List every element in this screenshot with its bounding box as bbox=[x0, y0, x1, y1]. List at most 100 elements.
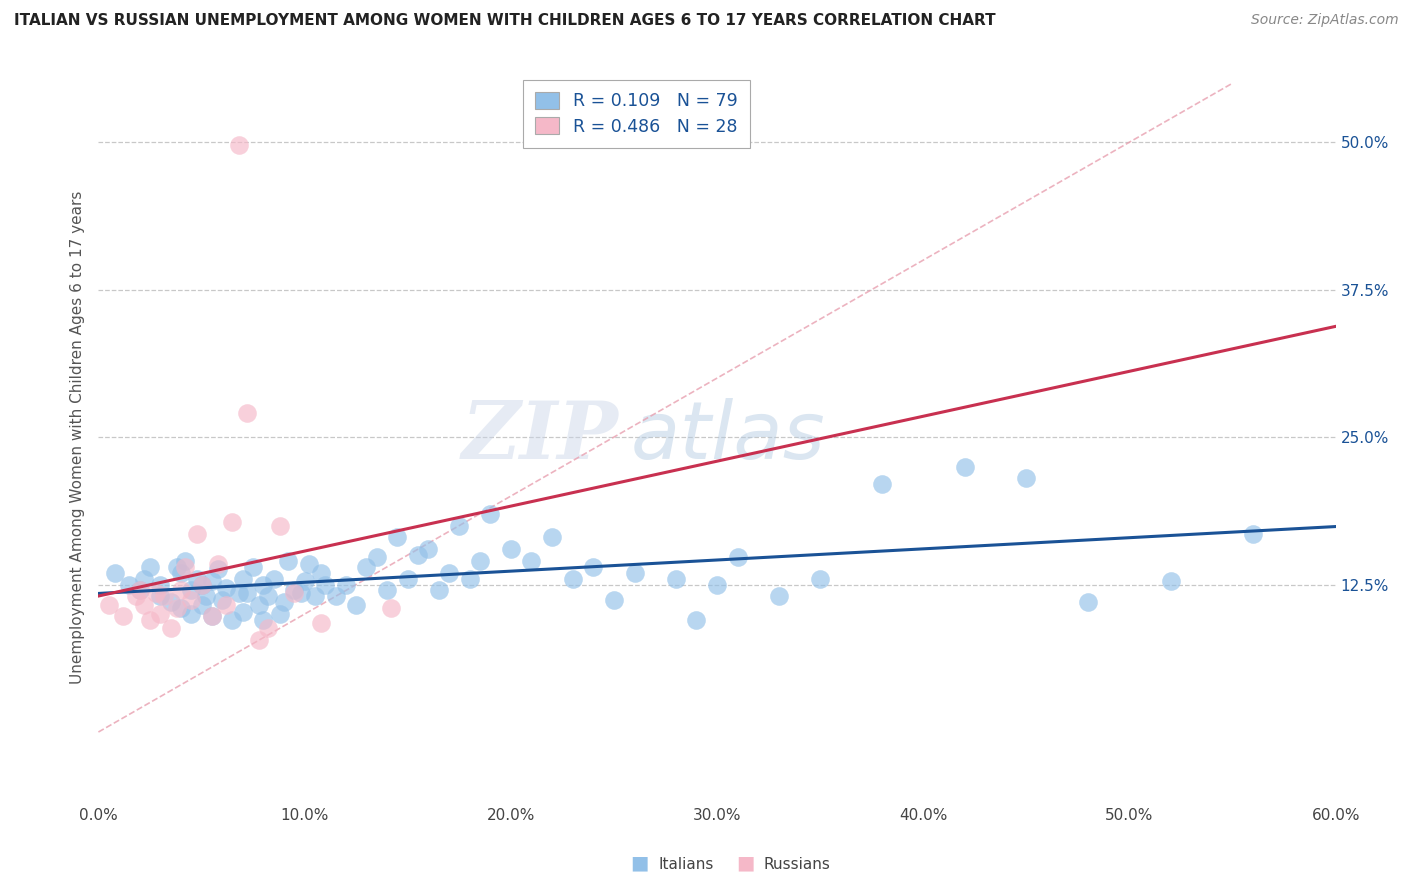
Point bbox=[309, 566, 332, 580]
Point bbox=[437, 566, 460, 580]
Point bbox=[236, 407, 259, 421]
Point bbox=[170, 601, 193, 615]
Point bbox=[380, 601, 402, 615]
Point bbox=[298, 558, 321, 572]
Point bbox=[290, 586, 312, 600]
Point bbox=[186, 526, 208, 541]
Point bbox=[139, 613, 162, 627]
Point bbox=[159, 595, 181, 609]
Point bbox=[104, 566, 127, 580]
Point bbox=[344, 598, 367, 612]
Point bbox=[479, 507, 502, 521]
Point bbox=[247, 598, 270, 612]
Point bbox=[221, 613, 243, 627]
Point bbox=[263, 572, 285, 586]
Point bbox=[194, 590, 217, 604]
Text: ZIP: ZIP bbox=[461, 399, 619, 475]
Point bbox=[170, 566, 193, 580]
Point bbox=[269, 607, 291, 621]
Point bbox=[180, 583, 202, 598]
Point bbox=[190, 577, 212, 591]
Point bbox=[174, 554, 197, 568]
Point bbox=[228, 137, 250, 152]
Point bbox=[211, 593, 233, 607]
Point bbox=[449, 518, 471, 533]
Point bbox=[396, 572, 419, 586]
Point bbox=[166, 601, 188, 615]
Point bbox=[149, 607, 172, 621]
Point bbox=[706, 577, 728, 591]
Point bbox=[215, 581, 238, 595]
Point bbox=[139, 559, 162, 574]
Point bbox=[356, 559, 378, 574]
Point bbox=[561, 572, 583, 586]
Point bbox=[247, 632, 270, 647]
Text: atlas: atlas bbox=[630, 398, 825, 476]
Point bbox=[406, 548, 429, 562]
Point bbox=[228, 586, 250, 600]
Point bbox=[768, 590, 790, 604]
Point bbox=[304, 590, 326, 604]
Point bbox=[201, 574, 224, 588]
Text: Russians: Russians bbox=[763, 857, 831, 872]
Point bbox=[277, 554, 299, 568]
Point bbox=[149, 590, 172, 604]
Point bbox=[159, 621, 181, 635]
Point bbox=[132, 572, 155, 586]
Text: ITALIAN VS RUSSIAN UNEMPLOYMENT AMONG WOMEN WITH CHILDREN AGES 6 TO 17 YEARS COR: ITALIAN VS RUSSIAN UNEMPLOYMENT AMONG WO… bbox=[14, 13, 995, 29]
Legend: R = 0.109   N = 79, R = 0.486   N = 28: R = 0.109 N = 79, R = 0.486 N = 28 bbox=[523, 80, 751, 148]
Point bbox=[283, 586, 305, 600]
Point bbox=[232, 605, 254, 619]
Point bbox=[232, 572, 254, 586]
Point bbox=[221, 515, 243, 529]
Point bbox=[314, 577, 336, 591]
Point bbox=[215, 598, 238, 612]
Point bbox=[541, 530, 564, 544]
Y-axis label: Unemployment Among Women with Children Ages 6 to 17 years: Unemployment Among Women with Children A… bbox=[69, 190, 84, 684]
Point bbox=[1241, 526, 1264, 541]
Point bbox=[520, 554, 543, 568]
Point bbox=[685, 613, 707, 627]
Point bbox=[124, 590, 146, 604]
Point bbox=[1160, 574, 1182, 588]
Point bbox=[201, 609, 224, 624]
Text: Source: ZipAtlas.com: Source: ZipAtlas.com bbox=[1251, 13, 1399, 28]
Point bbox=[418, 542, 440, 557]
Point bbox=[870, 477, 893, 491]
Text: ■: ■ bbox=[735, 854, 755, 872]
Point bbox=[190, 577, 212, 591]
Point bbox=[458, 572, 481, 586]
Point bbox=[603, 593, 626, 607]
Point bbox=[283, 583, 305, 598]
Point bbox=[623, 566, 645, 580]
Point bbox=[190, 598, 212, 612]
Point bbox=[582, 559, 605, 574]
Point bbox=[153, 590, 176, 604]
Point bbox=[1077, 595, 1099, 609]
Point bbox=[180, 607, 202, 621]
Point bbox=[665, 572, 688, 586]
Point bbox=[468, 554, 491, 568]
Point bbox=[1015, 471, 1038, 485]
Point bbox=[166, 559, 188, 574]
Point bbox=[727, 550, 749, 565]
Point bbox=[242, 559, 264, 574]
Point bbox=[252, 613, 274, 627]
Text: Italians: Italians bbox=[658, 857, 713, 872]
Point bbox=[118, 577, 141, 591]
Point bbox=[808, 572, 831, 586]
Point bbox=[366, 550, 388, 565]
Point bbox=[174, 559, 197, 574]
Point bbox=[112, 609, 135, 624]
Point bbox=[236, 586, 259, 600]
Point bbox=[256, 621, 278, 635]
Point bbox=[97, 598, 120, 612]
Point bbox=[128, 583, 150, 598]
Point bbox=[325, 590, 347, 604]
Point bbox=[269, 518, 291, 533]
Point bbox=[387, 530, 409, 544]
Point bbox=[335, 577, 357, 591]
Point bbox=[427, 583, 450, 598]
Point bbox=[201, 609, 224, 624]
Point bbox=[186, 572, 208, 586]
